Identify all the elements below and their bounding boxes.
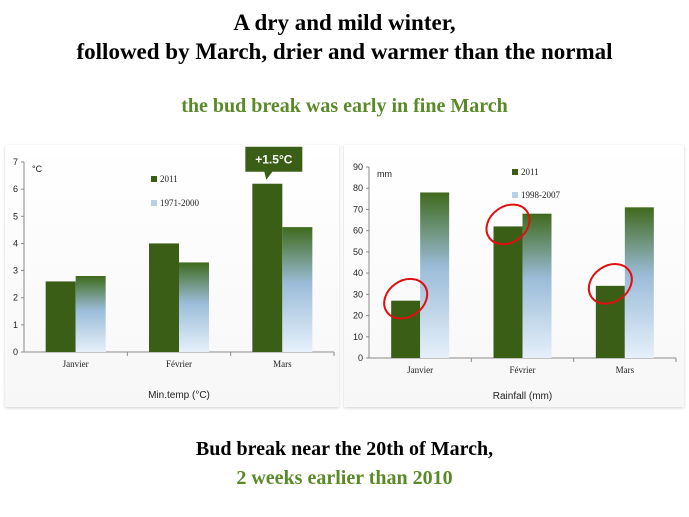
legend-swatch-1	[151, 176, 157, 182]
legend-label-1: 2011	[521, 167, 539, 177]
bar-1971-2000	[75, 276, 106, 352]
rainfall-chart-panel: 0 10 20 30 40 50 60 70 80 90 mm Janvier Février Mars 2…	[344, 145, 684, 407]
rainfall-chart: 0 10 20 30 40 50 60 70 80 90 mm Janvier Février Mars 2…	[353, 162, 677, 402]
annotation-label: +1.5°C	[255, 153, 292, 167]
annotation-callout	[245, 146, 303, 180]
x-tick-label: Janvier	[407, 365, 433, 375]
bar-2011	[252, 183, 283, 352]
x-tick-label: Mars	[273, 359, 292, 369]
legend-swatch-2	[512, 192, 518, 198]
y-tick-label: 0	[358, 353, 363, 363]
legend-label-2: 1971-2000	[160, 198, 199, 208]
y-tick-label: 80	[353, 183, 363, 193]
x-tick-label: Mars	[616, 365, 635, 375]
y-tick-label: 0	[13, 347, 18, 357]
y-tick-label: 5	[13, 211, 18, 221]
bar-1998-2007	[420, 192, 450, 358]
unit-label: mm	[377, 169, 392, 179]
bar-2011	[149, 243, 179, 352]
bar-1998-2007	[522, 213, 552, 358]
slide-subtitle: the bud break was early in fine March	[181, 95, 508, 117]
unit-label: °C	[32, 164, 43, 174]
legend-swatch-2	[151, 200, 157, 206]
x-tick-label: Février	[166, 359, 192, 369]
temperature-chart-panel: 0 1 2 3 4 5 6 7 °C Janvier Février Mars 2011 1971-200…	[5, 145, 339, 407]
temperature-chart: 0 1 2 3 4 5 6 7 °C Janvier Février Mars 2011 1971-200…	[13, 146, 335, 401]
y-tick-label: 90	[353, 162, 363, 172]
x-axis-title: Min.temp (°C)	[148, 390, 210, 401]
bar-2011	[595, 285, 625, 358]
legend-label-2: 1998-2007	[521, 190, 560, 200]
y-tick-label: 40	[353, 268, 363, 278]
title-line-1: A dry and mild winter,	[233, 10, 456, 35]
y-tick-label: 4	[13, 238, 18, 248]
legend-label-1: 2011	[160, 174, 178, 184]
bar-1971-2000	[282, 227, 313, 352]
x-axis-title: Rainfall (mm)	[493, 391, 552, 402]
conclusion-line-2: 2 weeks earlier than 2010	[236, 467, 453, 489]
y-tick-label: 60	[353, 226, 363, 236]
legend-swatch-1	[512, 169, 518, 175]
y-tick-label: 70	[353, 204, 363, 214]
x-tick-label: Janvier	[63, 359, 89, 369]
conclusion-line-1: Bud break near the 20th of March,	[195, 438, 494, 460]
title-line-2: followed by March, drier and warmer than…	[76, 39, 613, 64]
x-tick-label: Février	[510, 365, 536, 375]
highlight-circle	[587, 263, 633, 305]
y-tick-label: 6	[13, 184, 18, 194]
y-tick-label: 20	[353, 311, 363, 321]
bar-2011	[45, 281, 76, 352]
bar-1971-2000	[179, 262, 209, 352]
y-tick-label: 50	[353, 247, 363, 257]
y-tick-label: 2	[13, 293, 18, 303]
y-tick-label: 1	[13, 320, 18, 330]
y-tick-label: 10	[353, 332, 363, 342]
y-tick-label: 3	[13, 266, 18, 276]
highlight-circle	[485, 203, 531, 246]
slide-title: A dry and mild winter, followed by March…	[0, 8, 689, 66]
y-tick-label: 30	[353, 289, 363, 299]
bar-2011	[493, 226, 523, 358]
bar-1998-2007	[624, 207, 654, 358]
highlight-circle	[383, 277, 429, 320]
bar-2011	[391, 300, 421, 358]
y-tick-label: 7	[13, 157, 18, 167]
